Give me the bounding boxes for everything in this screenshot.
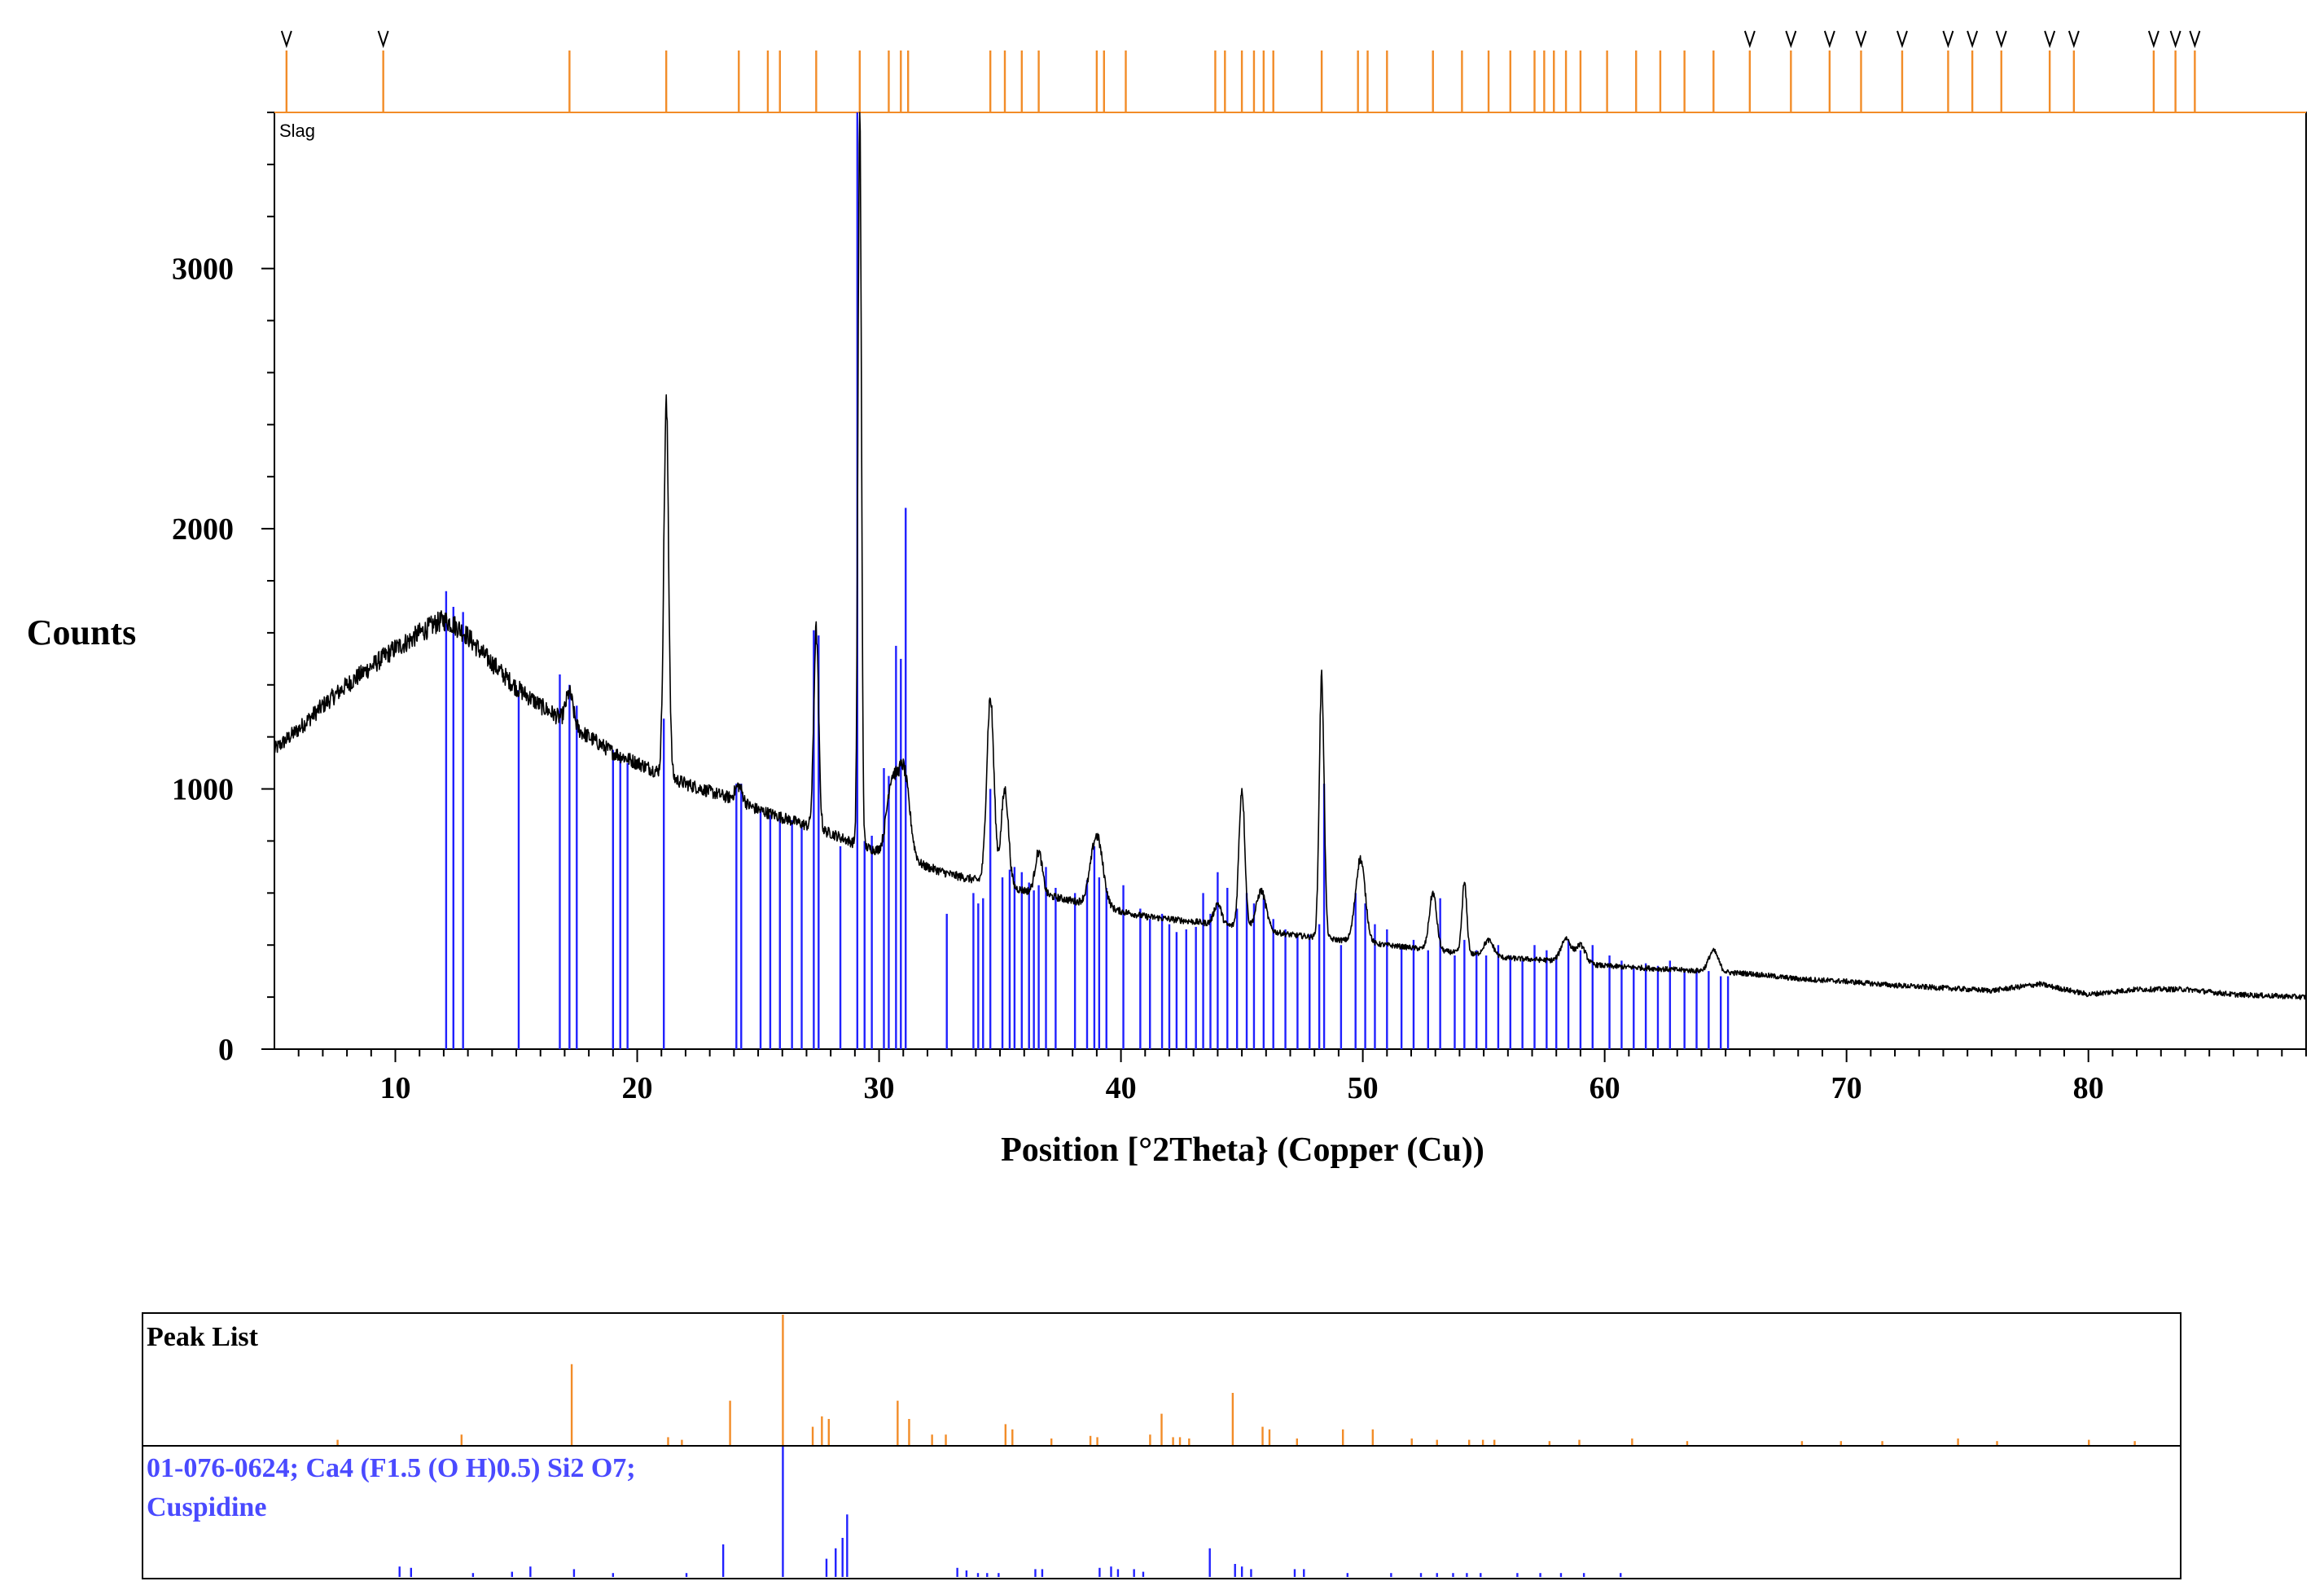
reference-label-line2: Cuspidine <box>147 1492 266 1522</box>
x-tick-label: 40 <box>1106 1071 1137 1105</box>
reference-sticks <box>398 1447 1622 1577</box>
y-tick-label: 0 <box>218 1033 234 1067</box>
peak-v-mark <box>2169 30 2181 49</box>
peak-v-mark <box>1785 30 1797 49</box>
x-tick-label: 10 <box>380 1071 411 1105</box>
peak-v-mark <box>1855 30 1867 49</box>
y-tick-label: 3000 <box>172 253 234 287</box>
peak-v-mark <box>1995 30 2007 49</box>
plot-frame <box>274 112 2307 1050</box>
peak-v-mark <box>1967 30 1979 49</box>
peak-list-label: Peak List <box>147 1322 259 1352</box>
peak-v-mark <box>1743 30 1756 49</box>
peak-marker-strip <box>280 30 2201 112</box>
peak-v-mark <box>377 30 389 49</box>
y-axis: 0 1000 2000 3000 <box>172 112 274 1067</box>
peak-list-sticks <box>336 1315 2136 1445</box>
x-tick-label: 80 <box>2073 1071 2104 1105</box>
peak-v-mark <box>1896 30 1908 49</box>
x-tick-label: 20 <box>622 1071 653 1105</box>
x-axis-label: Position [°2Theta} (Copper (Cu)) <box>1001 1131 1484 1169</box>
peak-v-mark <box>2147 30 2160 49</box>
peak-v-mark <box>280 30 292 49</box>
peak-v-mark <box>2189 30 2201 49</box>
diffraction-pattern <box>274 112 2307 1000</box>
x-tick-label: 30 <box>864 1071 895 1105</box>
main-chart: Slag 10 20 30 40 50 60 70 80 0 1000 2000 3000 Coun… <box>27 30 2307 1169</box>
y-tick-label: 2000 <box>172 512 234 547</box>
y-tick-label: 1000 <box>172 773 234 807</box>
lower-panel: Peak List 01-076-0624; Ca4 (F1.5 (O H)0.… <box>142 1312 2181 1579</box>
panel-label: Slag <box>279 121 315 141</box>
peak-v-mark <box>2044 30 2056 49</box>
y-axis-label: Counts <box>27 613 137 652</box>
reference-lines <box>445 112 1730 1049</box>
peak-v-mark <box>1942 30 1954 49</box>
x-tick-label: 70 <box>1831 1071 1862 1105</box>
pattern-line <box>274 112 2307 1000</box>
x-axis: 10 20 30 40 50 60 70 80 <box>297 1049 2307 1105</box>
peak-v-mark <box>1823 30 1835 49</box>
x-tick-label: 50 <box>1348 1071 1379 1105</box>
x-tick-label: 60 <box>1590 1071 1620 1105</box>
reference-label-line1: 01-076-0624; Ca4 (F1.5 (O H)0.5) Si2 O7; <box>147 1453 636 1483</box>
peak-v-mark <box>2067 30 2080 49</box>
